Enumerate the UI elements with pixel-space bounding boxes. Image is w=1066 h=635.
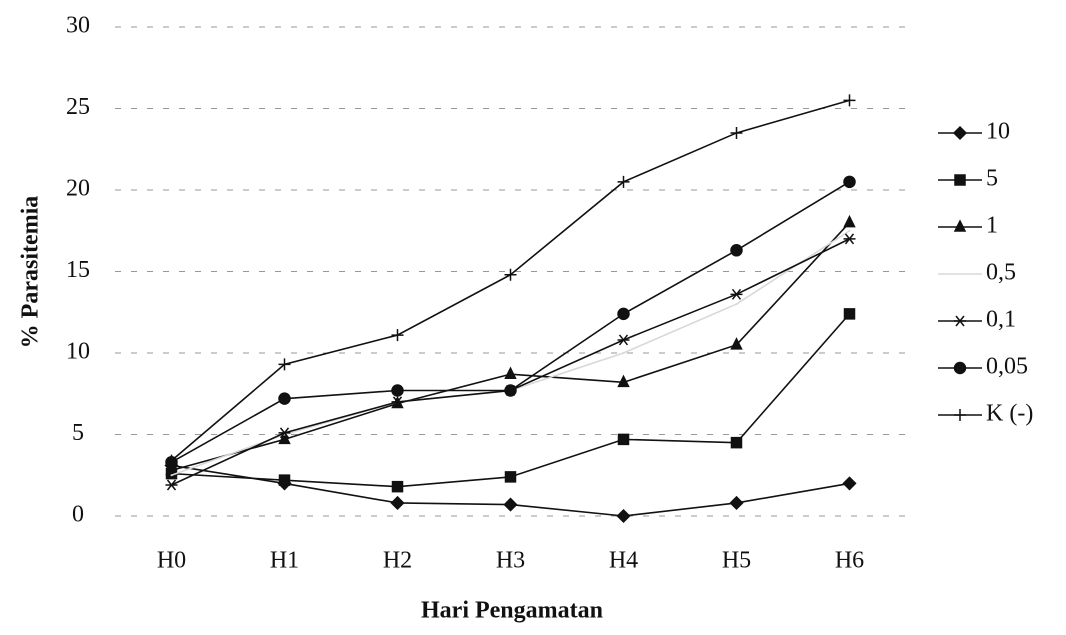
legend-marker [955,221,965,231]
x-tick-label: H1 [270,548,299,574]
legend-marker [954,409,966,421]
data-point [844,176,855,187]
chart: % Parasitemia Hari Pengamatan 0510152025… [0,0,1066,635]
data-point [279,393,290,404]
data-point [166,480,178,490]
x-tick-label: H3 [496,548,525,574]
data-point [618,335,630,345]
y-tick-label: 10 [66,339,90,365]
data-point [393,482,403,492]
x-tick-label: H4 [609,548,638,574]
data-point [506,472,516,482]
y-tick-label: 30 [66,13,90,39]
data-point [849,230,851,232]
x-tick-label: H0 [157,548,186,574]
legend-marker [955,175,965,185]
y-tick-label: 0 [72,502,84,528]
legend-label: 0,05 [986,354,1028,380]
data-point [505,499,517,511]
y-tick-label: 20 [66,176,90,202]
series-line [172,314,850,487]
legend-label: 5 [986,166,998,192]
series-line [172,182,850,462]
data-point [731,245,742,256]
data-point [506,368,516,378]
legend-marker [954,316,966,326]
data-point [618,510,630,522]
data-point [732,438,742,448]
data-point [736,303,738,305]
y-axis-label: % Parasitemia [18,196,44,349]
data-point [844,234,856,244]
data-point [731,127,743,139]
legend-label: K (-) [986,401,1033,427]
legend-label: 10 [986,119,1010,145]
data-point [845,309,855,319]
data-point [392,385,403,396]
legend-label: 1 [986,213,998,239]
data-point [844,477,856,489]
y-tick-label: 15 [66,257,90,283]
x-tick-label: H2 [383,548,412,574]
data-point [731,497,743,509]
y-tick-label: 25 [66,94,90,120]
data-point [618,308,629,319]
data-point [171,474,173,476]
x-tick-label: H5 [722,548,751,574]
series-line [172,223,850,471]
data-point [280,475,290,485]
data-point [731,289,743,299]
legend-marker [954,127,966,139]
data-point [619,434,629,444]
legend-label: 0,5 [986,260,1016,286]
data-point [623,352,625,354]
y-tick-label: 5 [72,420,84,446]
data-point [392,497,404,509]
data-point [505,385,516,396]
data-point [844,94,856,106]
data-point [392,329,404,341]
x-axis-label: Hari Pengamatan [421,598,603,624]
x-tick-label: H6 [835,548,864,574]
data-point [845,217,855,227]
legend-marker [955,363,966,374]
legend-label: 0,1 [986,307,1016,333]
